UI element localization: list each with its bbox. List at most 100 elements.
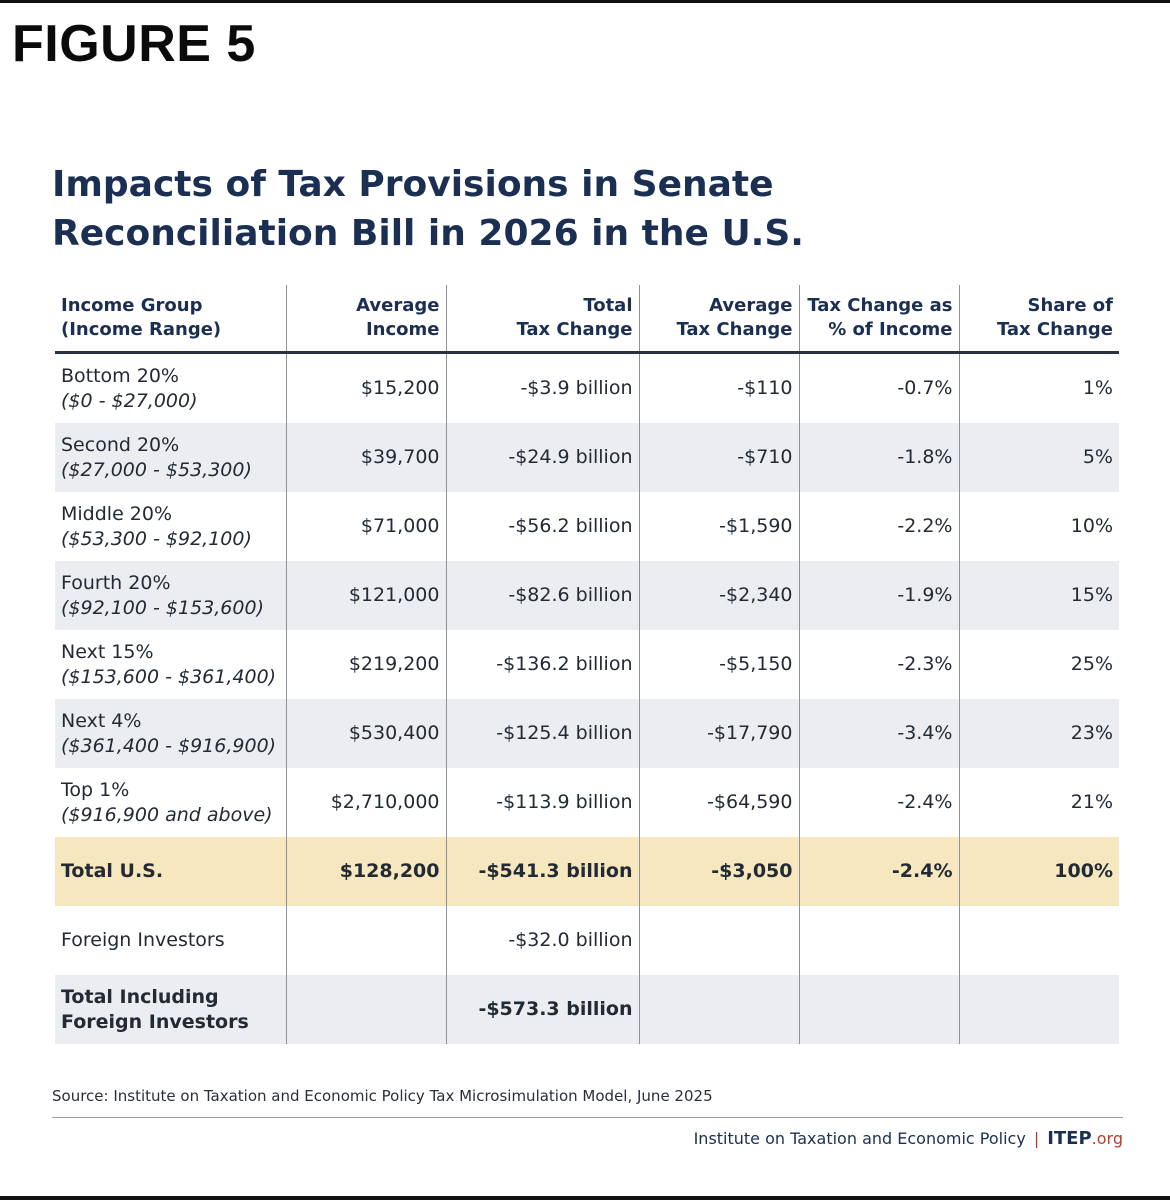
cell-total-tax-change: -$32.0 billion (445, 906, 639, 975)
table-row: Top 1% ($916,900 and above) $2,710,000 -$11… (55, 768, 1119, 837)
col-header-average-tax-change: Average Tax Change (638, 285, 799, 354)
cell-pct-of-income: -2.2% (798, 492, 959, 561)
cell-share-of-tax-change: 100% (958, 837, 1119, 906)
footer-separator: | (1033, 1129, 1040, 1148)
figure-label: FIGURE 5 (12, 15, 256, 73)
cell-pct-of-income: -2.3% (798, 630, 959, 699)
cell-average-income: $2,710,000 (285, 768, 446, 837)
cell-share-of-tax-change: 21% (958, 768, 1119, 837)
cell-pct-of-income: -1.9% (798, 561, 959, 630)
cell-pct-of-income: -0.7% (798, 352, 959, 423)
col-header-total-tax-change: Total Tax Change (445, 285, 639, 354)
cell-total-tax-change: -$56.2 billion (445, 492, 639, 561)
cell-average-income: $15,200 (285, 352, 446, 423)
col-header-pct-of-income: Tax Change as% of Income (798, 285, 959, 354)
footer-org-name: Institute on Taxation and Economic Polic… (693, 1129, 1026, 1148)
cell-pct-of-income: -3.4% (798, 699, 959, 768)
col-header-income-group: Income Group (Income Range) (55, 285, 286, 354)
cell-income-group: Fourth 20% ($92,100 - $153,600) (55, 561, 286, 630)
cell-pct-of-income: -1.8% (798, 423, 959, 492)
bottom-border (0, 1196, 1170, 1200)
cell-share-of-tax-change (958, 906, 1119, 975)
header-row: Income Group (Income Range) Average Income… (55, 285, 1119, 354)
cell-pct-of-income: -2.4% (798, 768, 959, 837)
cell-average-tax-change (638, 906, 799, 975)
cell-average-tax-change: -$2,340 (638, 561, 799, 630)
grand-total-row: Total Including Foreign Investors -$573.3 … (55, 975, 1119, 1044)
cell-average-income: $530,400 (285, 699, 446, 768)
group-name: Middle 20% (61, 502, 173, 525)
cell-average-tax-change: -$110 (638, 352, 799, 423)
cell-income-group: Top 1% ($916,900 and above) (55, 768, 286, 837)
cell-pct-of-income (798, 906, 959, 975)
cell-income-group: Bottom 20% ($0 - $27,000) (55, 353, 286, 424)
itep-logo-org: .org (1091, 1129, 1123, 1148)
cell-average-tax-change: -$1,590 (638, 492, 799, 561)
cell-share-of-tax-change: 1% (958, 352, 1119, 423)
cell-total-tax-change: -$82.6 billion (445, 561, 639, 630)
table-row: Middle 20% ($53,300 - $92,100) $71,000 -$56… (55, 492, 1119, 561)
col-header-average-income: Average Income (285, 285, 446, 354)
cell-average-tax-change: -$17,790 (638, 699, 799, 768)
cell-average-income: $219,200 (285, 630, 446, 699)
source-note: Source: Institute on Taxation and Econom… (52, 1087, 713, 1105)
itep-logo-text: ITEP (1047, 1128, 1092, 1149)
group-range: ($92,100 - $153,600) (61, 596, 264, 619)
cell-share-of-tax-change (958, 975, 1119, 1044)
cell-total-tax-change: -$573.3 billion (445, 975, 639, 1044)
cell-average-income: $39,700 (285, 423, 446, 492)
cell-share-of-tax-change: 25% (958, 630, 1119, 699)
col-header-share-of-tax-change: Share of Tax Change (958, 285, 1119, 354)
chart-title: Impacts of Tax Provisions in Senate Reco… (52, 160, 1052, 258)
cell-share-of-tax-change: 10% (958, 492, 1119, 561)
cell-income-group: Middle 20% ($53,300 - $92,100) (55, 492, 286, 561)
cell-total-tax-change: -$24.9 billion (445, 423, 639, 492)
group-range: ($27,000 - $53,300) (61, 458, 252, 481)
cell-total-tax-change: -$3.9 billion (445, 352, 639, 423)
cell-average-income: $121,000 (285, 561, 446, 630)
cell-income-group: Next 15% ($153,600 - $361,400) (55, 630, 286, 699)
top-border (0, 0, 1170, 3)
group-range: ($361,400 - $916,900) (61, 734, 277, 757)
cell-income-group: Total Including Foreign Investors (55, 975, 286, 1044)
cell-share-of-tax-change: 23% (958, 699, 1119, 768)
group-name: Fourth 20% (61, 571, 171, 594)
grand-total-label-line-2: Foreign Investors (61, 1010, 249, 1033)
cell-income-group: Total U.S. (55, 837, 286, 906)
cell-total-tax-change: -$136.2 billion (445, 630, 639, 699)
cell-average-income: $128,200 (285, 837, 446, 906)
group-range: ($53,300 - $92,100) (61, 527, 252, 550)
group-range: ($916,900 and above) (61, 803, 273, 826)
group-name: Next 4% (61, 709, 142, 732)
grand-total-label-line-1: Total Including (61, 985, 219, 1008)
cell-income-group: Second 20% ($27,000 - $53,300) (55, 423, 286, 492)
group-name: Bottom 20% (61, 364, 179, 387)
group-name: Second 20% (61, 433, 180, 456)
cell-pct-of-income (798, 975, 959, 1044)
cell-share-of-tax-change: 15% (958, 561, 1119, 630)
footer-credit: Institute on Taxation and Economic Polic… (694, 1128, 1123, 1149)
footer-divider (52, 1117, 1123, 1118)
table-row: Next 15% ($153,600 - $361,400) $219,200 -$1… (55, 630, 1119, 699)
group-name: Next 15% (61, 640, 154, 663)
total-row: Total U.S. $128,200 -$541.3 billion -$3,050… (55, 837, 1119, 906)
cell-average-income (285, 975, 446, 1044)
chart-title-line-1: Impacts of Tax Provisions in Senate (52, 164, 774, 205)
cell-total-tax-change: -$541.3 billion (445, 837, 639, 906)
cell-average-tax-change: -$710 (638, 423, 799, 492)
table-row: Second 20% ($27,000 - $53,300) $39,700 -$24… (55, 423, 1119, 492)
cell-share-of-tax-change: 5% (958, 423, 1119, 492)
group-range: ($0 - $27,000) (61, 389, 198, 412)
cell-total-tax-change: -$125.4 billion (445, 699, 639, 768)
chart-title-line-2: Reconciliation Bill in 2026 in the U.S. (52, 213, 804, 254)
foreign-investors-row: Foreign Investors -$32.0 billion (55, 906, 1119, 975)
table-row: Next 4% ($361,400 - $916,900) $530,400 -$12… (55, 699, 1119, 768)
cell-average-tax-change: -$64,590 (638, 768, 799, 837)
cell-total-tax-change: -$113.9 billion (445, 768, 639, 837)
group-range: ($153,600 - $361,400) (61, 665, 277, 688)
cell-average-tax-change: -$5,150 (638, 630, 799, 699)
cell-average-tax-change (638, 975, 799, 1044)
cell-income-group: Foreign Investors (61, 929, 225, 951)
cell-average-tax-change: -$3,050 (638, 837, 799, 906)
group-name: Top 1% (61, 778, 130, 801)
